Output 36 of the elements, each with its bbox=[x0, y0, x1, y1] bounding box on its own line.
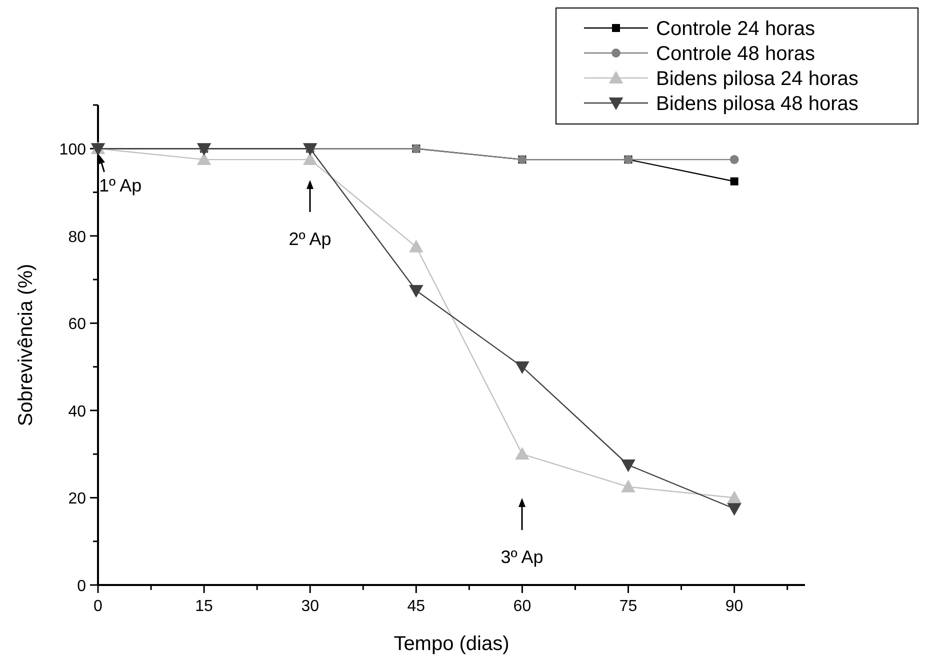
y-tick-label: 100 bbox=[59, 142, 86, 159]
annotation: 1º Ap bbox=[99, 176, 142, 196]
y-tick-label: 40 bbox=[68, 403, 86, 420]
point bbox=[730, 177, 738, 186]
x-tick-label: 90 bbox=[725, 598, 744, 615]
point bbox=[727, 490, 742, 504]
point bbox=[730, 155, 739, 164]
x-tick-label: 0 bbox=[94, 598, 103, 615]
y-tick-label: 0 bbox=[77, 578, 86, 595]
point bbox=[196, 143, 212, 156]
y-axis-title: Sobrevivência (%) bbox=[15, 264, 37, 426]
point bbox=[621, 460, 636, 472]
y-tick-label: 20 bbox=[68, 490, 86, 508]
legend-label: Bidens pilosa 48 horas bbox=[656, 93, 858, 115]
point bbox=[515, 446, 530, 460]
legend-label: Controle 24 horas bbox=[656, 18, 815, 40]
point bbox=[196, 152, 212, 166]
x-tick-label: 75 bbox=[619, 598, 638, 615]
point bbox=[409, 284, 424, 298]
legend-label: Bidens pilosa 24 horas bbox=[656, 68, 858, 90]
x-axis-title: Tempo (dias) bbox=[394, 633, 510, 655]
legend-label: Controle 48 horas bbox=[656, 43, 815, 65]
x-tick-label: 45 bbox=[407, 598, 426, 615]
point bbox=[302, 143, 318, 156]
point bbox=[302, 152, 318, 166]
y-tick-label: 80 bbox=[68, 228, 86, 246]
annotation: 3º Ap bbox=[500, 547, 544, 567]
annotation: 2º Ap bbox=[288, 229, 332, 249]
point bbox=[515, 361, 530, 374]
point bbox=[727, 503, 742, 516]
x-tick-label: 30 bbox=[301, 598, 320, 615]
point bbox=[621, 480, 636, 492]
x-tick-label: 15 bbox=[195, 598, 214, 615]
x-tick-label: 60 bbox=[513, 598, 532, 615]
y-tick-label: 60 bbox=[68, 316, 86, 334]
point bbox=[409, 240, 424, 252]
